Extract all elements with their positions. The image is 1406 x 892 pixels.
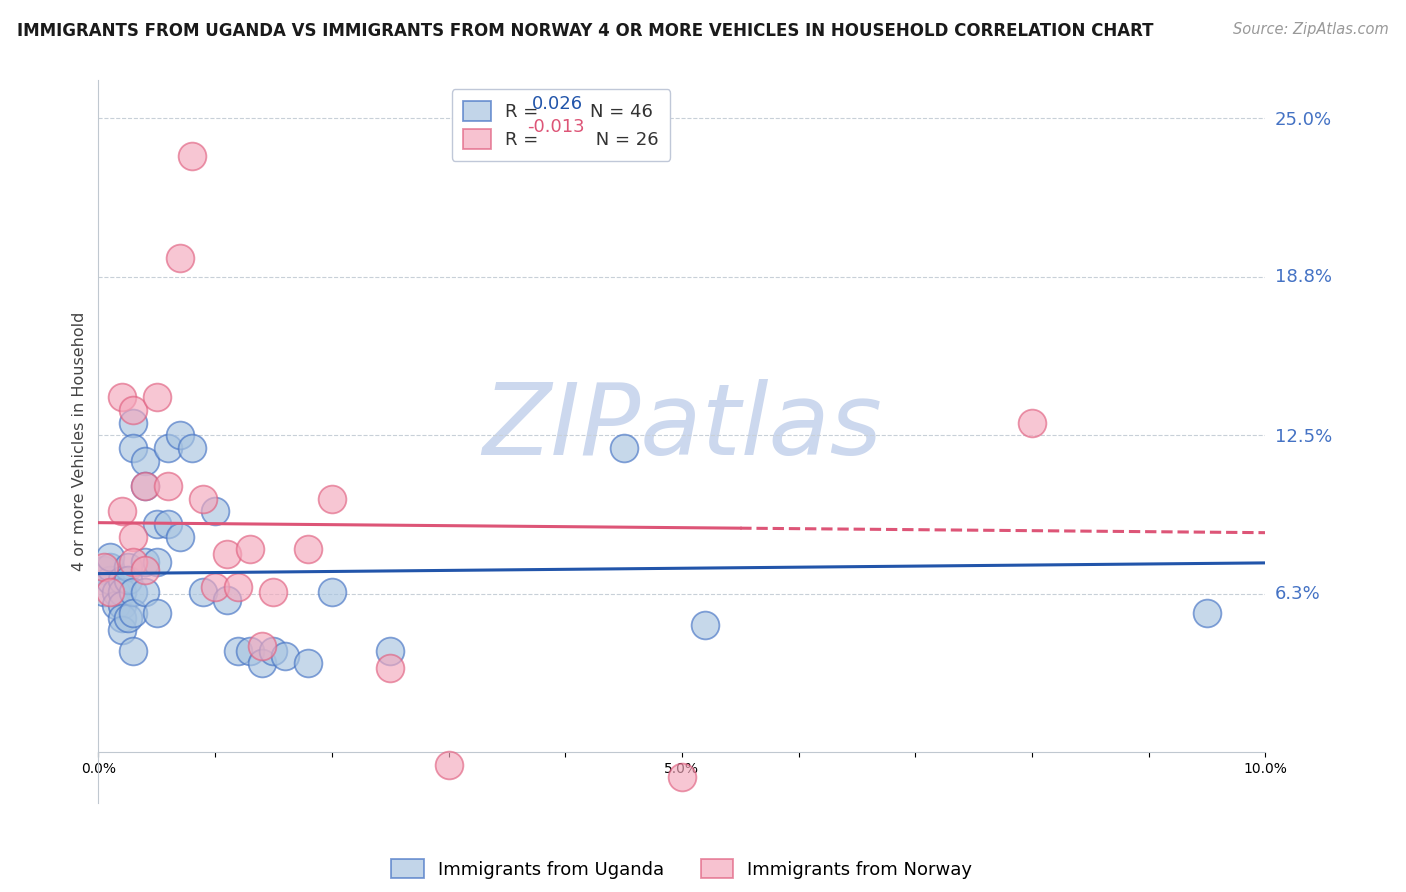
Point <box>204 580 226 594</box>
Point <box>193 491 215 506</box>
Point <box>180 149 202 163</box>
Point <box>695 618 717 632</box>
Point <box>98 585 121 599</box>
Point <box>117 573 139 587</box>
Point <box>274 648 297 663</box>
Point <box>98 549 121 564</box>
Point <box>111 504 134 518</box>
Point <box>134 585 156 599</box>
Point <box>180 441 202 455</box>
Point <box>98 573 121 587</box>
Point <box>215 547 238 561</box>
Text: ZIPatlas: ZIPatlas <box>482 378 882 475</box>
Text: -0.013: -0.013 <box>527 118 585 136</box>
Point <box>262 585 284 599</box>
Point <box>146 516 169 531</box>
Point <box>111 573 134 587</box>
Point <box>250 639 273 653</box>
Point <box>122 402 145 417</box>
Point <box>93 560 115 574</box>
Point <box>134 453 156 467</box>
Point <box>250 657 273 671</box>
Point <box>228 580 250 594</box>
Point <box>111 598 134 612</box>
Point <box>122 441 145 455</box>
Point <box>204 504 226 518</box>
Point <box>146 555 169 569</box>
Point <box>1195 606 1218 620</box>
Point <box>321 491 343 506</box>
Point <box>437 757 460 772</box>
Legend: Immigrants from Uganda, Immigrants from Norway: Immigrants from Uganda, Immigrants from … <box>382 850 981 888</box>
Point <box>157 441 180 455</box>
Point <box>134 479 156 493</box>
Point <box>93 563 115 577</box>
Point <box>93 585 115 599</box>
Point <box>157 516 180 531</box>
Point <box>612 441 634 455</box>
Point <box>98 560 121 574</box>
Point <box>111 585 134 599</box>
Point <box>193 585 215 599</box>
Point <box>239 542 262 557</box>
Point <box>321 585 343 599</box>
Point <box>146 606 169 620</box>
Point <box>117 611 139 625</box>
Point <box>104 585 127 599</box>
Point <box>146 390 169 404</box>
Point <box>169 428 191 442</box>
Text: 0.026: 0.026 <box>531 95 582 113</box>
Point <box>134 479 156 493</box>
Point <box>380 643 402 657</box>
Point <box>297 542 319 557</box>
Point <box>215 593 238 607</box>
Point <box>1021 416 1043 430</box>
Y-axis label: 4 or more Vehicles in Household: 4 or more Vehicles in Household <box>72 312 87 571</box>
Point <box>157 479 180 493</box>
Point <box>380 661 402 675</box>
Point <box>122 416 145 430</box>
Point <box>122 643 145 657</box>
Point <box>262 643 284 657</box>
Point <box>134 555 156 569</box>
Point <box>104 598 127 612</box>
Point <box>111 624 134 638</box>
Point <box>134 563 156 577</box>
Point <box>239 643 262 657</box>
Point <box>169 530 191 544</box>
Point <box>297 657 319 671</box>
Point <box>111 390 134 404</box>
Point <box>122 555 145 569</box>
Point <box>228 643 250 657</box>
Text: IMMIGRANTS FROM UGANDA VS IMMIGRANTS FROM NORWAY 4 OR MORE VEHICLES IN HOUSEHOLD: IMMIGRANTS FROM UGANDA VS IMMIGRANTS FRO… <box>17 22 1153 40</box>
Point <box>671 771 693 785</box>
Point <box>122 606 145 620</box>
Point <box>169 251 191 265</box>
Point <box>122 585 145 599</box>
Point <box>111 611 134 625</box>
Point <box>117 560 139 574</box>
Point <box>122 530 145 544</box>
Text: Source: ZipAtlas.com: Source: ZipAtlas.com <box>1233 22 1389 37</box>
